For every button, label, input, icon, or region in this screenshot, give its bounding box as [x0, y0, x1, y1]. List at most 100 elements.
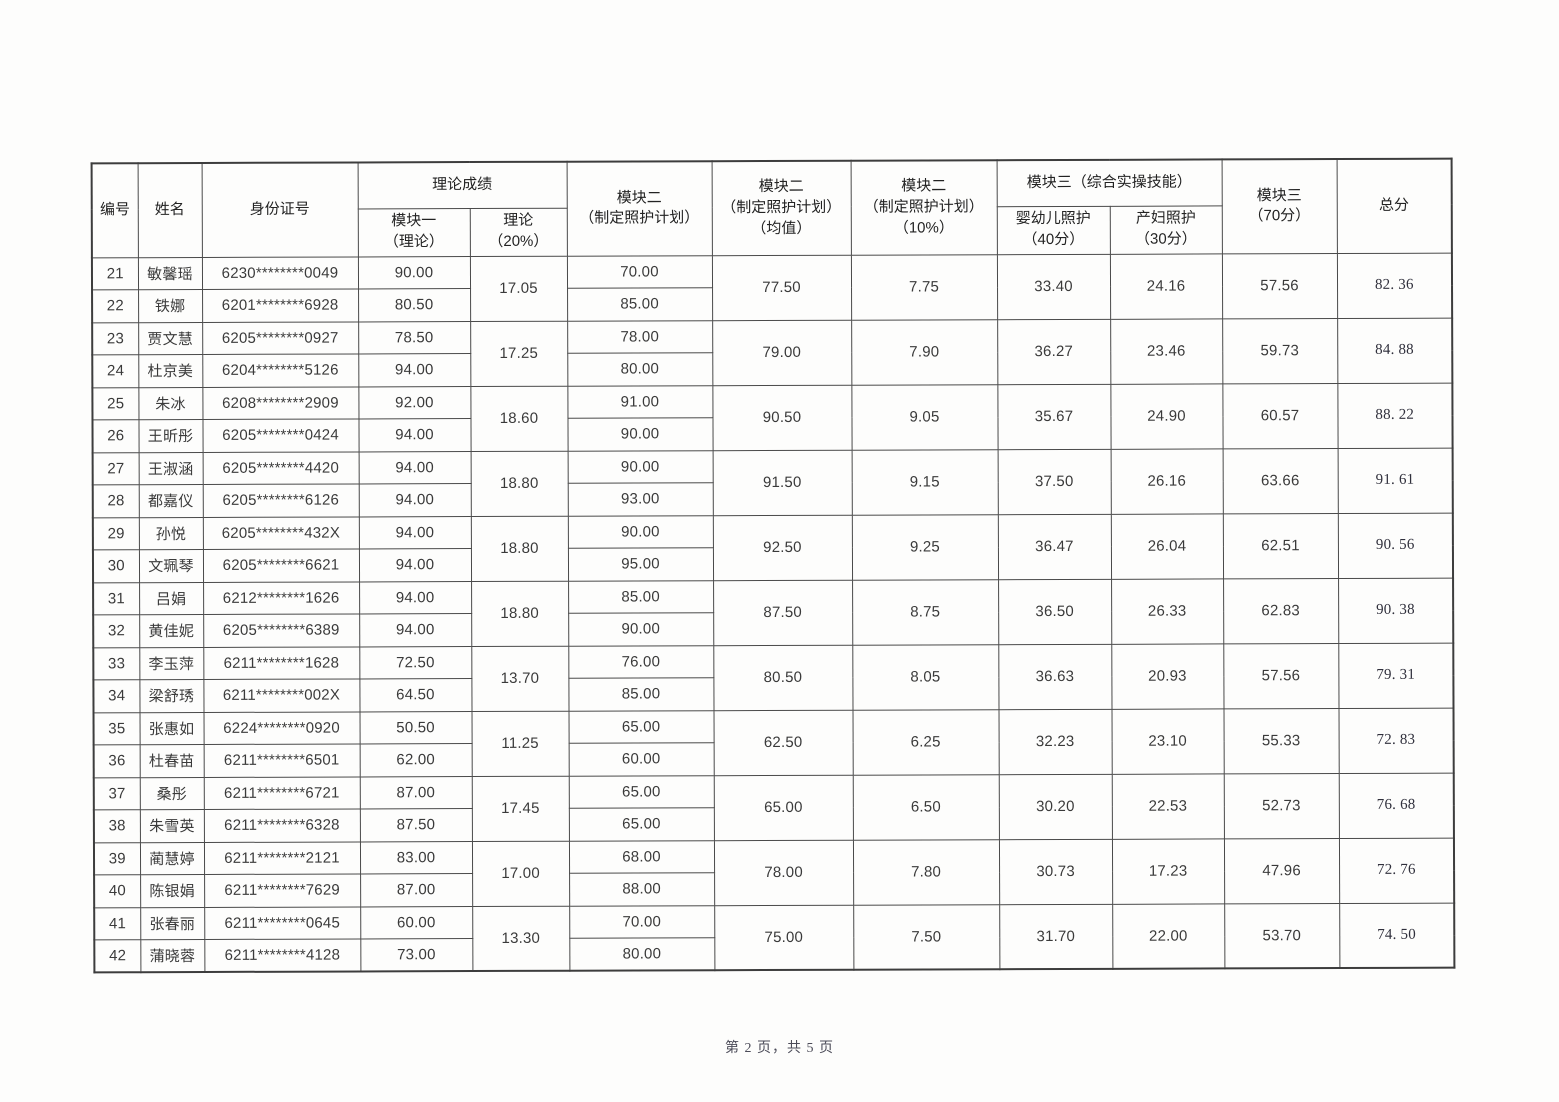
cell-no: 21 [91, 257, 139, 290]
cell-module3-70: 55.33 [1223, 708, 1339, 774]
cell-no: 35 [93, 712, 140, 745]
cell-module3-70: 62.83 [1223, 578, 1339, 644]
cell-module2-avg: 91.50 [712, 449, 852, 516]
cell-module2: 65.00 [568, 710, 714, 744]
cell-module1-theory: 62.00 [359, 743, 472, 777]
cell-total: 72. 83 [1338, 707, 1454, 774]
cell-theory-20pct: 18.80 [471, 580, 569, 647]
cell-name: 王昕彤 [138, 419, 203, 453]
cell-module2: 85.00 [568, 677, 714, 711]
cell-id-number: 6208********2909 [202, 386, 359, 420]
cell-name: 文珮琴 [138, 549, 204, 583]
cell-name: 桑彤 [139, 776, 204, 810]
cell-module2: 95.00 [567, 547, 714, 581]
cell-module3-70: 59.73 [1222, 318, 1338, 384]
cell-maternal-care: 26.33 [1111, 578, 1224, 644]
cell-module2-avg: 79.00 [712, 319, 852, 386]
cell-maternal-care: 22.53 [1111, 773, 1224, 839]
cell-no: 31 [93, 582, 140, 615]
cell-theory-20pct: 18.60 [470, 385, 568, 452]
header-row-1: 编号 姓名 身份证号 理论成绩 模块二 （制定照护计划） 模块二 （制定照护计划… [91, 158, 1452, 258]
cell-id-number: 6211********0645 [204, 906, 361, 940]
cell-module1-theory: 83.00 [359, 841, 473, 874]
cell-maternal-care: 17.23 [1111, 838, 1225, 904]
header-total: 总分 [1336, 158, 1452, 254]
cell-no: 42 [94, 939, 141, 973]
table-header: 编号 姓名 身份证号 理论成绩 模块二 （制定照护计划） 模块二 （制定照护计划… [91, 158, 1452, 258]
cell-module3-70: 63.66 [1222, 448, 1338, 514]
cell-id-number: 6205********6621 [202, 548, 360, 582]
cell-infant-care: 36.27 [997, 318, 1111, 385]
cell-no: 36 [93, 744, 140, 778]
cell-module1-theory: 94.00 [358, 353, 471, 387]
header-theory-20pct: 理论 （20%） [469, 207, 567, 257]
cell-maternal-care: 22.00 [1112, 903, 1225, 969]
cell-module3-70: 52.73 [1223, 773, 1339, 839]
cell-name: 吕娟 [139, 581, 204, 615]
cell-id-number: 6204********5126 [202, 353, 359, 387]
cell-no: 33 [93, 647, 140, 680]
cell-module2: 93.00 [567, 482, 713, 516]
cell-module2-avg: 62.50 [713, 709, 853, 776]
cell-id-number: 6212********1626 [203, 581, 360, 615]
cell-module2-pct: 9.25 [851, 514, 999, 580]
cell-theory-20pct: 13.70 [471, 645, 569, 712]
cell-module2-pct: 6.50 [852, 774, 999, 840]
cell-theory-20pct: 18.80 [470, 450, 568, 517]
cell-module2: 88.00 [569, 872, 715, 906]
cell-no: 24 [92, 354, 139, 388]
cell-maternal-care: 20.93 [1111, 643, 1224, 709]
cell-module1-theory: 64.50 [359, 678, 472, 712]
cell-total: 84. 88 [1337, 317, 1453, 384]
table-row: 21 敏馨瑶 6230********0049 90.00 17.05 70.00 77.5… [91, 252, 1453, 322]
cell-module1-theory: 60.00 [360, 906, 473, 939]
cell-infant-care: 36.50 [998, 578, 1112, 645]
cell-theory-20pct: 18.80 [470, 515, 569, 582]
cell-theory-20pct: 17.45 [471, 775, 569, 842]
cell-module1-theory: 92.00 [358, 386, 471, 419]
cell-id-number: 6205********0424 [202, 418, 359, 452]
cell-module2-avg: 92.50 [712, 514, 853, 581]
cell-no: 25 [92, 387, 139, 420]
header-module2: 模块二 （制定照护计划） [566, 161, 712, 256]
cell-module3-70: 62.51 [1222, 513, 1339, 579]
cell-no: 41 [94, 907, 141, 940]
header-no: 编号 [91, 163, 138, 258]
cell-name: 陈银娟 [140, 874, 205, 908]
cell-module1-theory: 94.00 [359, 581, 472, 614]
cell-module2: 80.00 [567, 352, 713, 386]
cell-maternal-care: 24.90 [1110, 383, 1223, 449]
table-body: 21 敏馨瑶 6230********0049 90.00 17.05 70.00 77.5… [91, 252, 1455, 973]
cell-total: 79. 31 [1338, 642, 1454, 709]
cell-id-number: 6211********002X [203, 678, 360, 712]
cell-module1-theory: 94.00 [358, 451, 471, 484]
cell-name: 都嘉仪 [138, 484, 203, 518]
cell-name: 铁娜 [138, 289, 203, 323]
cell-module3-70: 47.96 [1223, 838, 1340, 904]
cell-id-number: 6230********0049 [201, 256, 359, 290]
cell-module2: 85.00 [567, 287, 713, 321]
cell-theory-20pct: 17.00 [471, 840, 570, 907]
cell-id-number: 6211********4128 [204, 938, 361, 972]
cell-infant-care: 30.73 [998, 838, 1113, 905]
cell-id-number: 6211********1628 [203, 646, 360, 680]
cell-id-number: 6205********0927 [202, 321, 359, 355]
cell-module1-theory: 87.00 [360, 873, 473, 907]
cell-name: 杜京美 [138, 354, 203, 388]
cell-infant-care: 36.47 [997, 513, 1112, 580]
table-row: 39 蔺慧婷 6211********2121 83.00 17.00 68.00 78.0… [93, 837, 1455, 907]
cell-id-number: 6211********2121 [203, 841, 361, 875]
cell-module2: 90.00 [568, 612, 714, 646]
cell-no: 39 [93, 842, 141, 875]
cell-id-number: 6205********4420 [202, 451, 359, 485]
table-row: 41 张春丽 6211********0645 60.00 13.30 70.00 75.0… [94, 902, 1455, 972]
cell-module2: 90.00 [567, 515, 713, 549]
cell-module2: 76.00 [568, 645, 714, 679]
cell-name: 敏馨瑶 [137, 256, 203, 290]
cell-theory-20pct: 13.30 [472, 905, 570, 972]
cell-module3-70: 57.56 [1221, 253, 1338, 319]
cell-no: 29 [92, 517, 139, 550]
cell-name: 朱雪英 [139, 809, 204, 843]
cell-total: 91. 61 [1337, 447, 1453, 514]
cell-id-number: 6211********6501 [203, 743, 360, 777]
